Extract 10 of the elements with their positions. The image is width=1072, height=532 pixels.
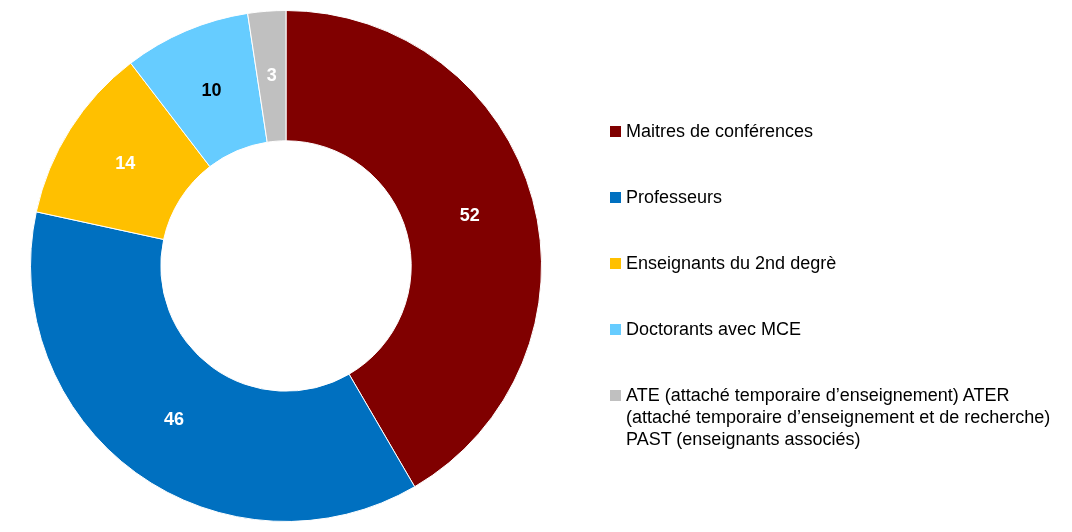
legend-label: Maitres de conférences — [626, 120, 815, 142]
legend-label: Professeurs — [626, 186, 724, 208]
data-label: 14 — [115, 152, 136, 173]
data-label: 46 — [164, 408, 185, 429]
data-label: 3 — [266, 65, 277, 86]
data-label: 10 — [201, 79, 222, 100]
data-label: 52 — [459, 205, 480, 226]
legend-label: Enseignants du 2nd degrè — [626, 252, 838, 274]
legend-label: Doctorants avec MCE — [626, 318, 803, 340]
legend-label: ATE (attaché temporaire d’enseignement) ATER (attaché temporaire d’enseignement et de recherche) PAST (enseignants associés) — [626, 384, 1052, 450]
